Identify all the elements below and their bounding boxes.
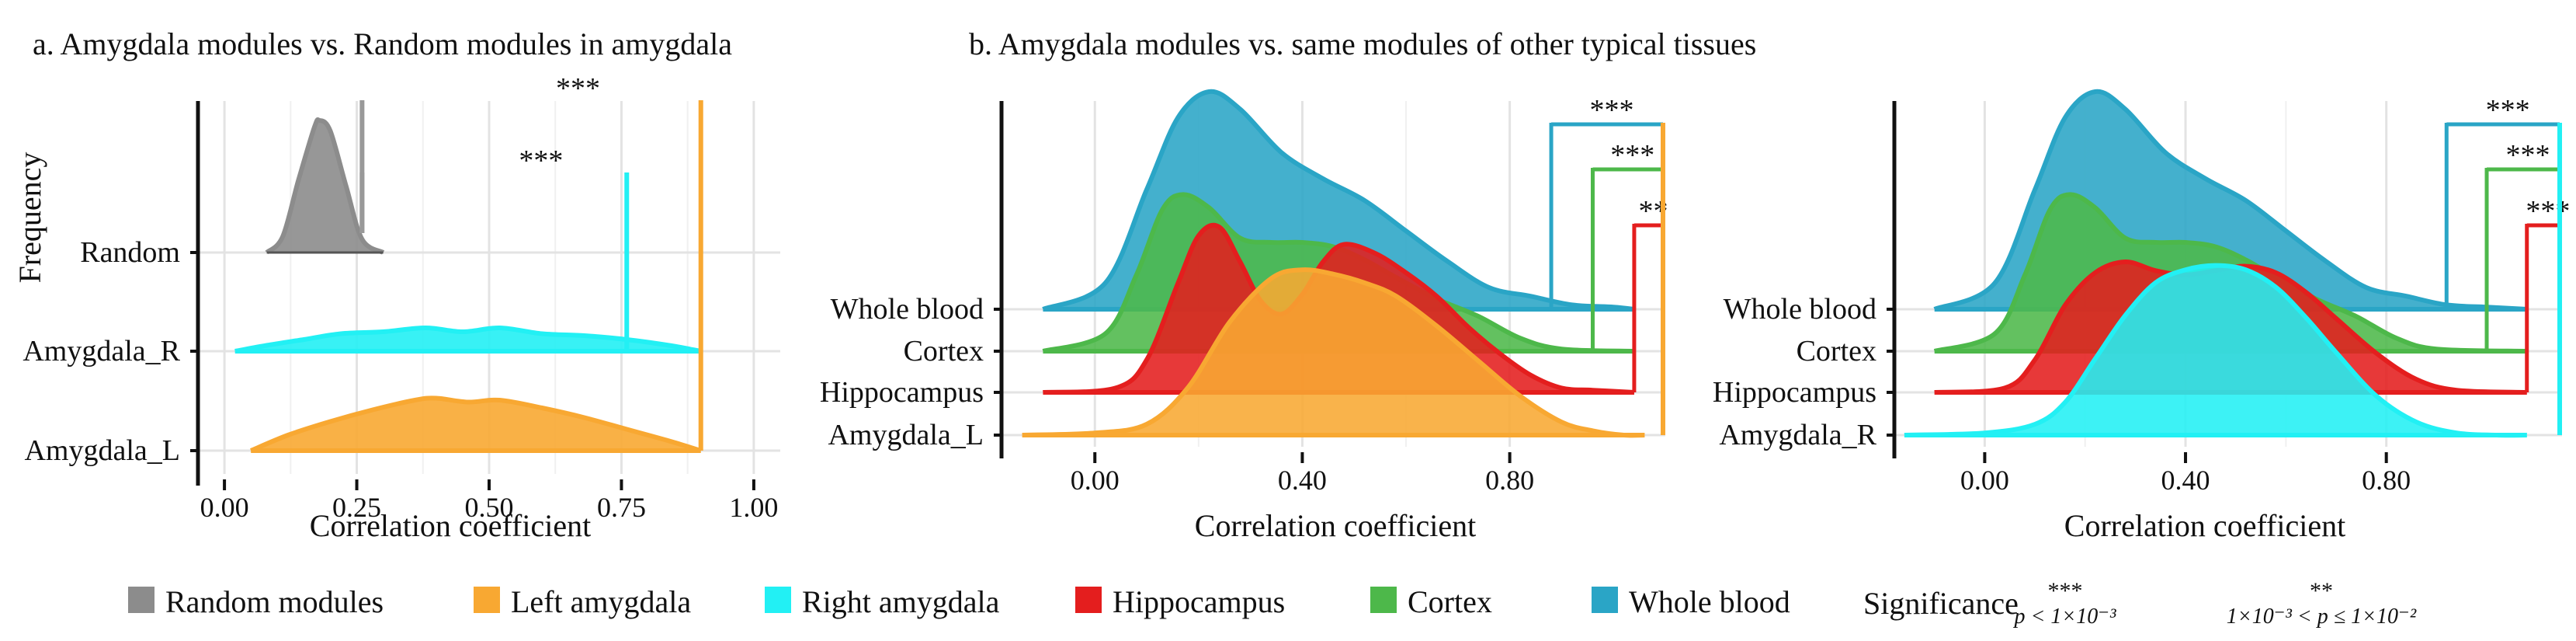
legend-label: Right amygdala [802, 584, 1000, 619]
legend-swatch [474, 587, 500, 613]
ridge-line-cortex [1933, 192, 2527, 354]
ridge-label: Amygdala_R [23, 335, 180, 368]
significance-stars-2: ** [2310, 578, 2333, 604]
sig-stars: *** [519, 145, 563, 177]
panel-a-x-axis: 0.00 0.25 0.50 0.75 1.00 [200, 479, 778, 523]
legend-label: Random modules [165, 584, 384, 619]
ridge-label: Hippocampus [820, 376, 984, 409]
ridge-label: Whole blood [831, 293, 984, 326]
x-tick-label: 0.40 [2161, 465, 2210, 496]
panel-a-x-label: Correlation coefficient [310, 508, 591, 543]
ridge-line-cortex [1042, 192, 1634, 354]
panel-c: *** *** *** 0.00 0.40 0.80 Whole blood Cortex… [1713, 89, 2570, 543]
panel-a-title: a. Amygdala modules vs. Random modules i… [33, 26, 732, 61]
x-tick-label: 1.00 [729, 492, 778, 523]
ridge-line-whole-blood [1933, 89, 2527, 312]
legend-swatch [765, 587, 791, 613]
legend-swatch [1075, 587, 1102, 613]
sig-stars: *** [1610, 139, 1654, 172]
panel-c-ridges [1904, 89, 2527, 438]
panel-c-ridge-labels: Whole blood Cortex Hippocampus Amygdala_R [1713, 293, 1894, 451]
sig-stars: *** [1590, 94, 1634, 127]
legend: Random modules Left amygdala Right amygdal… [128, 578, 2417, 629]
legend-swatch [1370, 587, 1397, 613]
ridge-line-amygdala-r [1904, 263, 2527, 438]
sig-stars: *** [2486, 94, 2530, 127]
legend-swatch [128, 587, 154, 613]
legend-swatch [1592, 587, 1618, 613]
sig-stars: *** [2506, 139, 2550, 172]
x-tick-label: 0.25 [332, 492, 381, 523]
panel-b: b. Amygdala modules vs. same modules of … [820, 26, 1756, 543]
sig-stars: *** [556, 72, 600, 105]
legend-items: Random modules Left amygdala Right amygdal… [128, 584, 1790, 619]
legend-label: Cortex [1408, 584, 1492, 619]
significance-title: Significance [1863, 586, 2019, 621]
ridge-line-random [265, 117, 385, 255]
panel-b-x-axis: 0.00 0.40 0.80 [1071, 452, 1534, 496]
x-tick-label: 0.80 [1485, 465, 1534, 496]
x-tick-label: 0.00 [1960, 465, 2009, 496]
ridge-area-amygdala-l [251, 398, 701, 451]
legend-label: Whole blood [1629, 584, 1790, 619]
panel-b-ridge-labels: Whole blood Cortex Hippocampus Amygdala_L [820, 293, 1002, 451]
sig-stars: *** [2526, 195, 2570, 228]
panel-b-x-label: Correlation coefficient [1195, 508, 1476, 543]
panel-b-title: b. Amygdala modules vs. same modules of … [969, 26, 1756, 61]
ridge-label: Amygdala_R [1719, 419, 1876, 451]
ridge-line-amygdala-l [1022, 267, 1645, 438]
ridge-label: Whole blood [1724, 293, 1876, 326]
legend-label: Left amygdala [511, 584, 691, 619]
ridge-label: Amygdala_L [24, 434, 180, 467]
panel-c-x-label: Correlation coefficient [2064, 508, 2345, 543]
significance-text-1: p < 1×10⁻³ [2013, 604, 2117, 629]
significance-stars-1: *** [2048, 578, 2083, 604]
significance-text-2: 1×10⁻³ < p ≤ 1×10⁻² [2227, 604, 2417, 629]
panel-a: a. Amygdala modules vs. Random modules i… [12, 26, 780, 543]
panel-b-ridges [1022, 89, 1645, 438]
panel-a-significance: *** *** [359, 72, 703, 451]
panel-a-ridges [234, 117, 702, 453]
ridge-line-amygdala-l [250, 395, 702, 453]
x-tick-label: 0.80 [2362, 465, 2411, 496]
panel-a-y-label: Frequency [12, 152, 47, 284]
ridge-area-amygdala-l [1022, 270, 1645, 436]
ridge-label: Cortex [904, 335, 984, 368]
panel-a-ridge-labels: Random Amygdala_R Amygdala_L [23, 236, 198, 467]
x-tick-label: 0.00 [1071, 465, 1120, 496]
ridge-label: Random [80, 236, 180, 269]
ridge-line-whole-blood [1042, 89, 1635, 312]
x-tick-label: 0.00 [200, 492, 249, 523]
legend-label: Hippocampus [1113, 584, 1285, 619]
ridge-label: Hippocampus [1713, 376, 1876, 409]
ridge-label: Amygdala_L [828, 419, 984, 451]
x-tick-label: 0.75 [597, 492, 646, 523]
ridge-label: Cortex [1797, 335, 1876, 368]
x-tick-label: 0.40 [1278, 465, 1327, 496]
panel-b-significance: ******** [1549, 94, 1668, 435]
x-tick-label: 0.50 [465, 492, 514, 523]
panel-c-significance: *** *** *** [2444, 94, 2570, 435]
panel-c-x-axis: 0.00 0.40 0.80 [1960, 452, 2411, 496]
